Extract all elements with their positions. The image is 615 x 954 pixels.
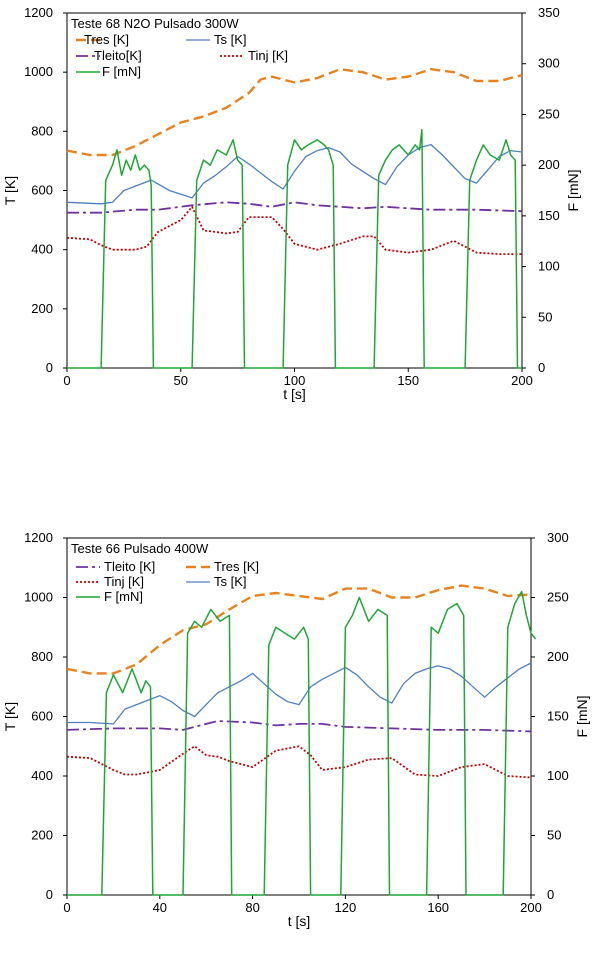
y-tick-label-bottom-4: 800 — [31, 649, 53, 664]
x-tick-label-bottom-3: 120 — [335, 900, 357, 915]
y2-tick-label-bottom-4: 200 — [547, 649, 569, 664]
series-line-tleito-top — [67, 201, 523, 214]
chart-top: Teste 68 N2O Pulsado 300W t [s] T [K] F … — [2, 5, 581, 402]
y2-tick-label-top-5: 250 — [538, 106, 560, 121]
y2-axis-label-bottom: F [mN] — [574, 696, 590, 738]
y2-tick-label-top-3: 150 — [538, 208, 560, 223]
legend-label-tleito-top: Tleito[K] — [94, 48, 142, 63]
x-tick-label-top-1: 50 — [174, 373, 188, 388]
legend-label-tres-bottom: Tres [K] — [214, 559, 259, 574]
legend-label-f-bottom: F [mN] — [104, 589, 143, 604]
x-tick-label-top-4: 200 — [511, 373, 533, 388]
y-tick-label-top-3: 600 — [31, 183, 53, 198]
series-line-tres-bottom — [66, 584, 532, 675]
x-tick-label-top-3: 150 — [397, 373, 419, 388]
legend-label-f-top: F [mN] — [102, 64, 141, 79]
x-tick-label-bottom-1: 40 — [153, 900, 167, 915]
y-tick-label-bottom-0: 0 — [46, 887, 53, 902]
y-tick-label-top-0: 0 — [46, 360, 53, 375]
legend-label-ts-top: Ts [K] — [214, 32, 247, 47]
series-line-tres-top — [66, 67, 523, 157]
legend-label-tleito-bottom: Tleito [K] — [104, 559, 155, 574]
y2-tick-label-top-2: 100 — [538, 259, 560, 274]
y-tick-label-top-6: 1200 — [24, 5, 53, 20]
y-tick-label-bottom-1: 200 — [31, 828, 53, 843]
x-tick-label-bottom-0: 0 — [63, 900, 70, 915]
y-axis-label-bottom: T [K] — [2, 702, 18, 731]
x-tick-label-top-2: 100 — [284, 373, 306, 388]
legend-label-tres-top: Tres [K] — [84, 32, 129, 47]
y-axis-label-top: T [K] — [2, 176, 18, 205]
y-tick-label-bottom-2: 400 — [31, 768, 53, 783]
y2-tick-label-bottom-5: 250 — [547, 590, 569, 605]
legend-label-ts-bottom: Ts [K] — [214, 574, 247, 589]
y-tick-label-top-1: 200 — [31, 301, 53, 316]
y2-axis-label-top: F [mN] — [565, 170, 581, 212]
y-tick-label-top-4: 800 — [31, 123, 53, 138]
y-tick-label-top-5: 1000 — [24, 64, 53, 79]
y-tick-label-top-2: 400 — [31, 242, 53, 257]
series-line-ts-bottom — [67, 662, 532, 725]
chart-title-top: Teste 68 N2O Pulsado 300W — [71, 16, 239, 31]
x-axis-label-bottom: t [s] — [288, 913, 311, 929]
y-tick-label-bottom-6: 1200 — [24, 530, 53, 545]
y-tick-label-bottom-3: 600 — [31, 709, 53, 724]
legend-label-tinj-top: Tinj [K] — [248, 48, 288, 63]
y2-tick-label-bottom-6: 300 — [547, 530, 569, 545]
y2-tick-label-bottom-3: 150 — [547, 709, 569, 724]
series-line-f-top — [67, 128, 522, 369]
y2-tick-label-bottom-2: 100 — [547, 768, 569, 783]
y-tick-label-bottom-5: 1000 — [24, 590, 53, 605]
chart-bottom: Teste 66 Pulsado 400W t [s] T [K] F [mN]… — [2, 530, 590, 929]
y2-tick-label-bottom-1: 50 — [547, 828, 561, 843]
y2-tick-label-top-4: 200 — [538, 157, 560, 172]
series-line-tleito-bottom — [66, 720, 532, 733]
series-line-tinj-bottom — [66, 745, 532, 779]
series-line-ts-top — [66, 143, 523, 205]
x-tick-label-bottom-4: 160 — [427, 900, 449, 915]
x-tick-label-top-0: 0 — [63, 373, 70, 388]
x-tick-label-bottom-5: 200 — [520, 900, 542, 915]
y2-tick-label-top-6: 300 — [538, 56, 560, 71]
series-line-f-bottom — [67, 590, 537, 896]
y2-tick-label-bottom-0: 0 — [547, 887, 554, 902]
y2-tick-label-top-0: 0 — [538, 360, 545, 375]
x-tick-label-bottom-2: 80 — [245, 900, 259, 915]
y2-tick-label-top-1: 50 — [538, 309, 552, 324]
y2-tick-label-top-7: 350 — [538, 5, 560, 20]
legend-label-tinj-bottom: Tinj [K] — [104, 574, 144, 589]
chart-title-bottom: Teste 66 Pulsado 400W — [71, 541, 209, 556]
x-axis-label-top: t [s] — [283, 386, 306, 402]
